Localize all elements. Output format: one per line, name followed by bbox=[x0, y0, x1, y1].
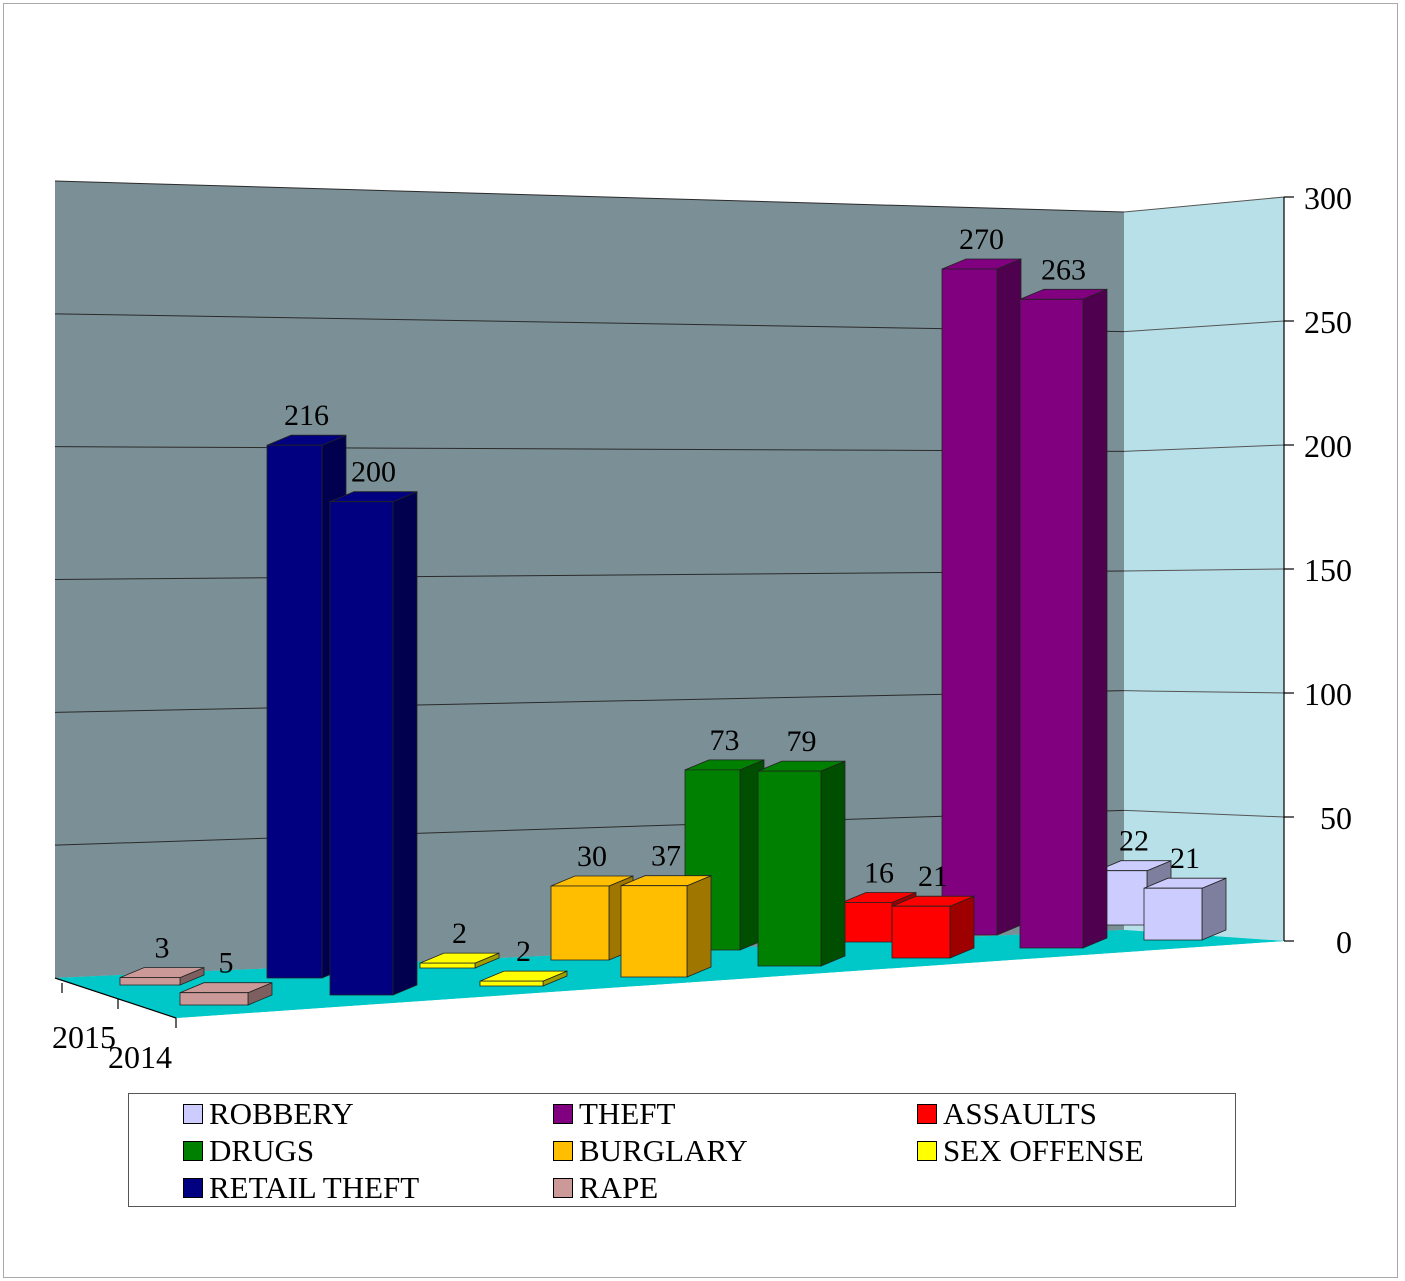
gridline-back-6 bbox=[54, 180, 1125, 213]
y-tick-label: 100 bbox=[1304, 676, 1352, 712]
bar-side bbox=[949, 895, 975, 959]
gridline-side-4 bbox=[1123, 444, 1285, 452]
data-label: 79 bbox=[787, 725, 817, 758]
gridline-side-3 bbox=[1123, 568, 1285, 572]
legend-item-assaults: ASSAULTS bbox=[917, 1096, 1097, 1132]
bar-front bbox=[419, 962, 476, 969]
bar-side bbox=[996, 258, 1022, 936]
bar-retail-theft-2014 bbox=[329, 491, 418, 996]
legend-label: RAPE bbox=[579, 1170, 659, 1205]
data-label: 3 bbox=[155, 932, 170, 965]
bar-front bbox=[1143, 887, 1203, 941]
y-tick-label: 250 bbox=[1304, 304, 1352, 340]
bar-front bbox=[620, 885, 688, 978]
bar-theft-2014 bbox=[1019, 288, 1108, 949]
data-label: 73 bbox=[710, 724, 740, 757]
bar-front bbox=[329, 501, 394, 996]
legend-swatch bbox=[917, 1141, 937, 1161]
data-label: 2 bbox=[516, 935, 531, 968]
legend-label: THEFT bbox=[579, 1096, 676, 1131]
bar-front bbox=[1019, 298, 1084, 949]
bar-side bbox=[1082, 288, 1108, 949]
y-tick-label: 300 bbox=[1304, 180, 1352, 216]
legend-item-rape: RAPE bbox=[553, 1170, 658, 1206]
legend-item-sex-offense: SEX OFFENSE bbox=[917, 1133, 1144, 1169]
legend-item-robbery: ROBBERY bbox=[183, 1096, 354, 1132]
data-label: 200 bbox=[351, 456, 396, 489]
bar-rape-2015 bbox=[119, 966, 205, 986]
data-label: 16 bbox=[864, 857, 894, 890]
bar-rape-2014 bbox=[179, 982, 273, 1006]
data-label: 22 bbox=[1119, 825, 1149, 858]
legend: ROBBERY THEFT ASSAULTS DRUGS BURGLARY SEX OFF… bbox=[128, 1093, 1236, 1207]
data-label: 2 bbox=[452, 917, 467, 950]
legend-swatch bbox=[917, 1104, 937, 1124]
depth-axis-line bbox=[54, 977, 177, 1019]
legend-label: ASSAULTS bbox=[943, 1096, 1097, 1131]
legend-swatch bbox=[183, 1141, 203, 1161]
legend-item-burglary: BURGLARY bbox=[553, 1133, 748, 1169]
bar-front bbox=[941, 268, 998, 936]
legend-swatch bbox=[183, 1104, 203, 1124]
y-tick-label: 50 bbox=[1320, 800, 1352, 836]
legend-label: RETAIL THEFT bbox=[209, 1170, 420, 1205]
bar-robbery-2014 bbox=[1143, 877, 1227, 941]
y-tick-label: 200 bbox=[1304, 428, 1352, 464]
data-labels: 3 216 2 30 73 16 270 22 5 200 2 37 79 21 263 21 bbox=[155, 223, 1201, 980]
legend-swatch bbox=[183, 1178, 203, 1198]
legend-swatch bbox=[553, 1141, 573, 1161]
y-tick-label: 150 bbox=[1304, 552, 1352, 588]
bar-front bbox=[266, 444, 323, 979]
gridline-side-6 bbox=[1123, 196, 1285, 213]
bar-front bbox=[179, 992, 249, 1006]
bar-side bbox=[686, 875, 712, 978]
bar-sex-offense-2015 bbox=[419, 952, 500, 969]
legend-label: BURGLARY bbox=[579, 1133, 748, 1168]
legend-item-retail-theft: RETAIL THEFT bbox=[183, 1170, 419, 1206]
data-label: 263 bbox=[1041, 253, 1086, 286]
depth-label: 2014 bbox=[108, 1039, 172, 1075]
bar-side bbox=[820, 760, 846, 967]
gridline-side-5 bbox=[1123, 320, 1285, 333]
data-label: 216 bbox=[284, 399, 329, 432]
legend-item-drugs: DRUGS bbox=[183, 1133, 314, 1169]
bar-sex-offense-2014 bbox=[479, 970, 568, 987]
bars bbox=[119, 258, 1227, 1006]
gridline-side-2 bbox=[1123, 690, 1285, 694]
bar-side bbox=[1201, 877, 1227, 941]
data-label: 5 bbox=[219, 947, 234, 980]
bar-front bbox=[841, 902, 893, 943]
legend-swatch bbox=[553, 1178, 573, 1198]
bar-front bbox=[891, 905, 951, 959]
legend-swatch bbox=[553, 1104, 573, 1124]
bar-drugs-2014 bbox=[757, 760, 846, 967]
gridline-side-1 bbox=[1123, 809, 1285, 818]
bar-side bbox=[392, 491, 418, 996]
y-axis: 0 50 100 150 200 250 300 bbox=[1283, 180, 1352, 960]
data-label: 21 bbox=[1170, 842, 1200, 875]
data-label: 270 bbox=[959, 223, 1004, 256]
bar-front bbox=[550, 885, 610, 961]
data-label: 37 bbox=[651, 840, 681, 873]
y-tick-label: 0 bbox=[1336, 924, 1352, 960]
data-label: 30 bbox=[577, 840, 607, 873]
legend-item-theft: THEFT bbox=[553, 1096, 675, 1132]
data-label: 21 bbox=[918, 860, 948, 893]
legend-label: DRUGS bbox=[209, 1133, 315, 1168]
bar-front bbox=[757, 770, 822, 967]
bar-assaults-2014 bbox=[891, 895, 975, 959]
depth-label: 2015 bbox=[52, 1019, 116, 1055]
bar-burglary-2014 bbox=[620, 875, 712, 978]
bar-front bbox=[119, 977, 181, 986]
bar-front bbox=[479, 980, 544, 987]
legend-label: ROBBERY bbox=[209, 1096, 354, 1131]
legend-label: SEX OFFENSE bbox=[943, 1133, 1144, 1168]
bar-theft-2015 bbox=[941, 258, 1022, 936]
side-wall bbox=[1124, 197, 1284, 941]
